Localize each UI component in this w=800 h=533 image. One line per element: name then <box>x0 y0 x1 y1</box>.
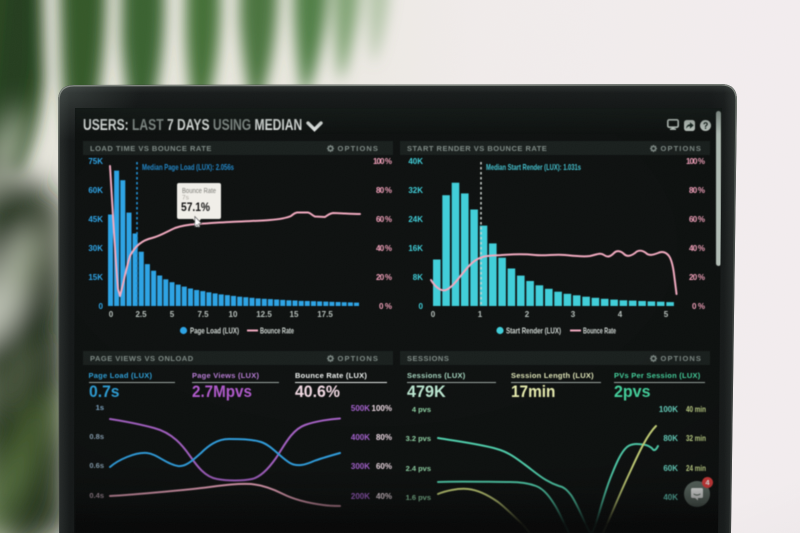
svg-text:80 %: 80 % <box>376 186 392 195</box>
svg-text:100 %: 100 % <box>373 157 392 166</box>
svg-text:24K: 24K <box>408 215 423 224</box>
svg-text:40 min: 40 min <box>686 405 706 414</box>
svg-text:500K: 500K <box>351 404 370 413</box>
svg-text:4 pvs: 4 pvs <box>412 405 431 414</box>
svg-text:80%: 80% <box>376 433 392 442</box>
svg-text:Start Render (LUX): Start Render (LUX) <box>506 326 561 336</box>
svg-text:75K: 75K <box>88 157 103 166</box>
svg-text:32 min: 32 min <box>686 434 706 443</box>
svg-text:300K: 300K <box>351 462 370 471</box>
svg-text:7.5: 7.5 <box>197 310 209 319</box>
svg-text:45K: 45K <box>88 215 103 224</box>
svg-text:Median Start Render (LUX): 1.0: Median Start Render (LUX): 1.031s <box>486 162 581 172</box>
svg-text:7s: 7s <box>182 195 190 202</box>
svg-text:0: 0 <box>99 302 104 311</box>
svg-text:0.4s: 0.4s <box>89 491 104 500</box>
svg-text:400K: 400K <box>351 433 370 442</box>
svg-text:2.5: 2.5 <box>135 310 147 319</box>
svg-text:100K: 100K <box>659 405 678 414</box>
svg-text:32K: 32K <box>408 186 423 195</box>
svg-text:15: 15 <box>290 310 299 319</box>
svg-text:100%: 100% <box>372 404 392 413</box>
svg-text:15K: 15K <box>88 273 103 282</box>
svg-text:60K: 60K <box>88 186 103 195</box>
svg-text:60 %: 60 % <box>689 215 705 224</box>
svg-text:3: 3 <box>571 310 576 319</box>
svg-text:5: 5 <box>664 310 669 319</box>
svg-text:0 %: 0 % <box>692 302 705 311</box>
svg-text:100 %: 100 % <box>686 157 705 166</box>
svg-text:0: 0 <box>431 310 436 319</box>
svg-text:20 %: 20 % <box>376 273 392 282</box>
svg-text:8K: 8K <box>413 273 423 282</box>
svg-text:20 %: 20 % <box>689 273 705 282</box>
svg-text:10: 10 <box>229 310 238 319</box>
svg-text:24 min: 24 min <box>686 464 706 473</box>
svg-text:0.6s: 0.6s <box>89 461 104 470</box>
svg-text:40K: 40K <box>663 493 678 502</box>
svg-text:40 %: 40 % <box>376 244 392 253</box>
svg-text:1.6 pvs: 1.6 pvs <box>406 493 431 502</box>
svg-text:Median Page Load (LUX): 2.056s: Median Page Load (LUX): 2.056s <box>142 162 234 172</box>
svg-text:0.8s: 0.8s <box>89 432 104 441</box>
svg-text:40%: 40% <box>376 492 392 501</box>
svg-text:Bounce Rate: Bounce Rate <box>260 326 294 336</box>
svg-text:60K: 60K <box>663 464 678 473</box>
svg-text:12.5: 12.5 <box>256 310 272 319</box>
svg-text:Bounce Rate: Bounce Rate <box>583 326 616 336</box>
svg-text:60%: 60% <box>376 462 392 471</box>
svg-text:16K: 16K <box>408 244 423 253</box>
svg-text:0 %: 0 % <box>379 302 392 311</box>
svg-text:0: 0 <box>109 310 114 319</box>
svg-text:5: 5 <box>170 310 175 319</box>
svg-text:60 %: 60 % <box>376 215 392 224</box>
svg-text:200K: 200K <box>351 492 370 501</box>
svg-text:1s: 1s <box>96 403 104 412</box>
svg-text:3.2 pvs: 3.2 pvs <box>406 434 431 443</box>
svg-text:40K: 40K <box>408 157 423 166</box>
svg-text:17.5: 17.5 <box>317 310 333 319</box>
svg-text:1: 1 <box>478 310 483 319</box>
svg-text:2.4 pvs: 2.4 pvs <box>406 464 431 473</box>
svg-text:2: 2 <box>525 310 530 319</box>
svg-text:0: 0 <box>419 302 424 311</box>
svg-text:4: 4 <box>618 310 623 319</box>
svg-text:40 %: 40 % <box>689 244 705 253</box>
svg-text:30K: 30K <box>88 244 103 253</box>
svg-text:Page Load (LUX): Page Load (LUX) <box>190 326 239 336</box>
svg-text:80 %: 80 % <box>689 186 705 195</box>
svg-text:57.1%: 57.1% <box>181 202 210 214</box>
svg-text:80K: 80K <box>663 434 678 443</box>
